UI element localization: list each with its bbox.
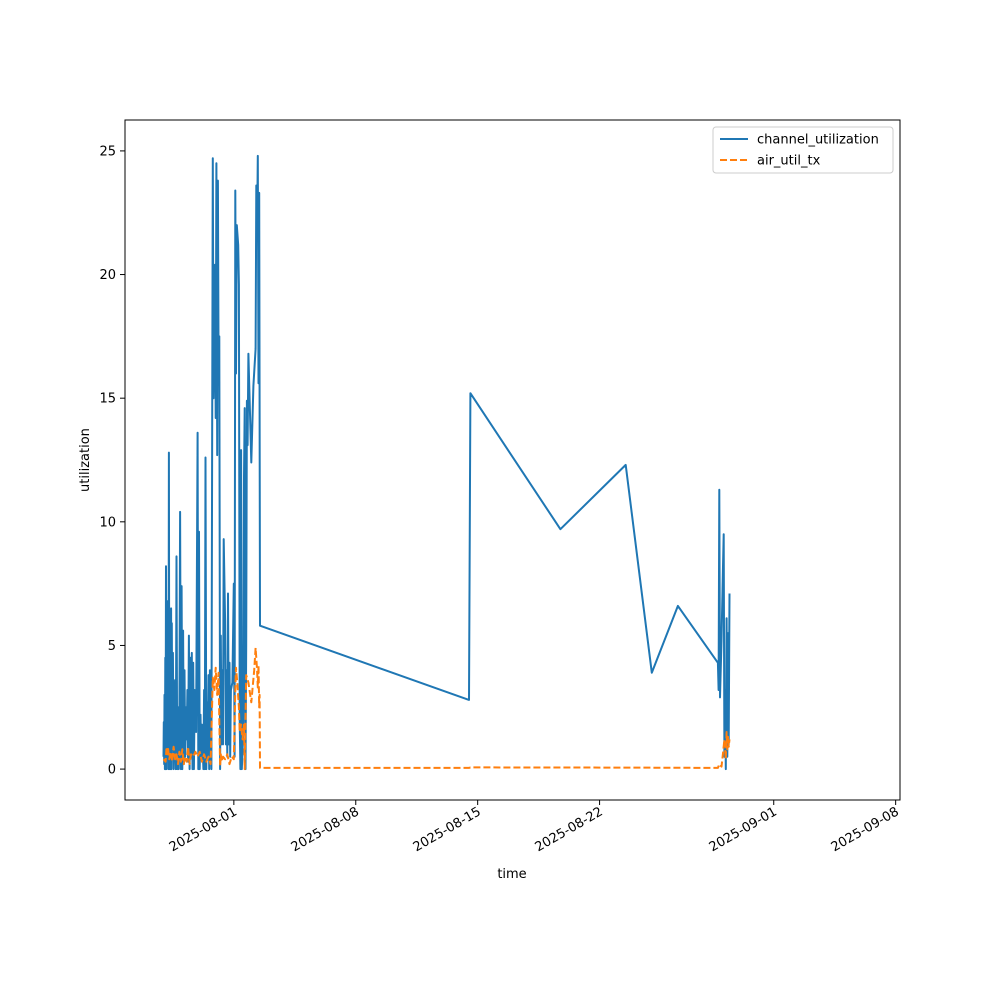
series-line-air-util-tx — [162, 646, 731, 771]
x-tick-label: 2025-08-15 — [411, 804, 484, 855]
legend-box — [712, 126, 894, 174]
y-tick-label: 15 — [99, 392, 116, 407]
y-axis-label: utilization — [78, 428, 93, 492]
legend: channel_utilization air_util_tx — [712, 126, 894, 174]
x-tick-label: 2025-09-08 — [829, 804, 902, 855]
x-tick-label: 2025-08-08 — [289, 804, 362, 855]
series-line-channel-utilization — [162, 154, 731, 771]
legend-label: channel_utilization — [757, 133, 879, 148]
plot-area — [124, 119, 901, 801]
y-tick-label: 20 — [99, 268, 116, 283]
series-layer — [162, 154, 731, 771]
legend-label: air_util_tx — [757, 154, 821, 169]
x-tick-label: 2025-09-01 — [707, 804, 780, 855]
x-tick-label: 2025-08-01 — [167, 804, 240, 855]
y-tick-label: 25 — [99, 144, 116, 159]
y-axis: 0 5 10 15 20 25 — [99, 144, 125, 778]
y-tick-label: 0 — [108, 763, 116, 778]
y-tick-label: 10 — [99, 515, 116, 530]
x-tick-label: 2025-08-22 — [533, 804, 606, 855]
axes-frame — [125, 120, 900, 800]
x-axis-label: time — [497, 867, 526, 882]
axes-border — [124, 119, 901, 801]
x-axis: 2025-08-01 2025-08-08 2025-08-15 2025-08-22… — [167, 800, 902, 855]
y-tick-label: 5 — [108, 639, 116, 654]
